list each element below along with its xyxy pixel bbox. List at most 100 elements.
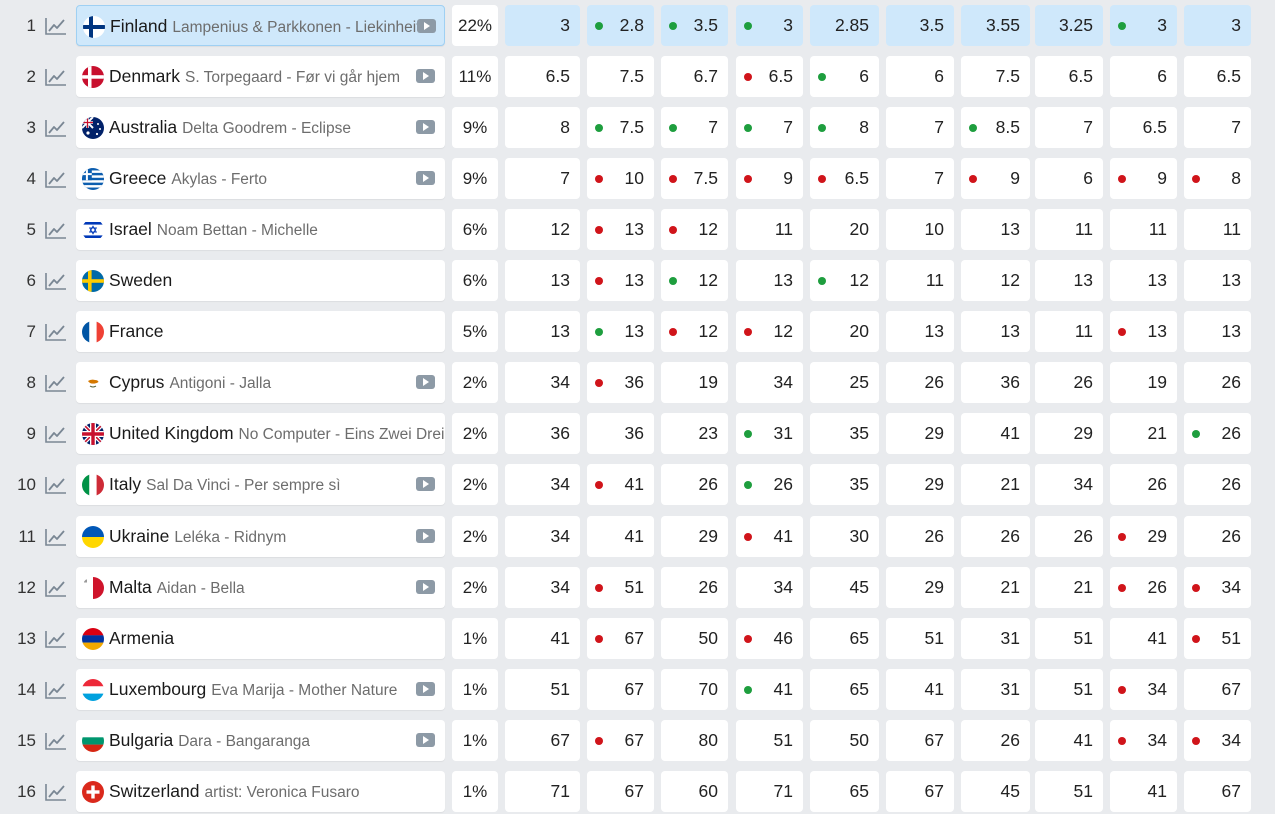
odds-cell[interactable]: 29 — [661, 515, 728, 557]
odds-cell[interactable]: 41 — [736, 668, 803, 710]
odds-cell[interactable]: 29 — [886, 464, 954, 506]
odds-cell[interactable]: 34 — [1184, 719, 1251, 761]
odds-cell[interactable]: 10 — [587, 158, 654, 200]
odds-cell[interactable]: 34 — [505, 566, 580, 608]
odds-cell[interactable]: 67 — [886, 770, 954, 812]
trend-chart-icon[interactable] — [45, 681, 67, 699]
odds-cell[interactable]: 31 — [961, 668, 1030, 710]
odds-cell[interactable]: 11 — [1035, 209, 1103, 251]
country-entry[interactable]: France — [76, 311, 445, 353]
odds-cell[interactable]: 13 — [505, 260, 580, 302]
odds-cell[interactable]: 41 — [1110, 617, 1177, 659]
odds-cell[interactable]: 13 — [1184, 311, 1251, 353]
odds-cell[interactable]: 34 — [1184, 566, 1251, 608]
odds-cell[interactable]: 13 — [505, 311, 580, 353]
odds-cell[interactable]: 6 — [1035, 158, 1103, 200]
odds-cell[interactable]: 21 — [1110, 413, 1177, 455]
odds-cell[interactable]: 3.5 — [886, 5, 954, 46]
odds-cell[interactable]: 41 — [505, 617, 580, 659]
odds-cell[interactable]: 29 — [1110, 515, 1177, 557]
odds-cell[interactable]: 8 — [1184, 158, 1251, 200]
odds-cell[interactable]: 23 — [661, 413, 728, 455]
odds-cell[interactable]: 51 — [587, 566, 654, 608]
odds-cell[interactable]: 7.5 — [587, 107, 654, 149]
odds-cell[interactable]: 26 — [1035, 362, 1103, 404]
video-play-icon[interactable] — [416, 579, 435, 594]
odds-cell[interactable]: 67 — [505, 719, 580, 761]
odds-cell[interactable]: 26 — [1184, 362, 1251, 404]
odds-cell[interactable]: 36 — [587, 362, 654, 404]
odds-cell[interactable]: 12 — [961, 260, 1030, 302]
country-entry[interactable]: Italy Sal Da Vinci - Per sempre sì — [76, 464, 445, 506]
odds-cell[interactable]: 36 — [505, 413, 580, 455]
odds-cell[interactable]: 50 — [661, 617, 728, 659]
odds-cell[interactable]: 8 — [505, 107, 580, 149]
odds-cell[interactable]: 7 — [1035, 107, 1103, 149]
odds-cell[interactable]: 67 — [1184, 668, 1251, 710]
trend-chart-icon[interactable] — [45, 476, 67, 495]
odds-cell[interactable]: 26 — [1110, 464, 1177, 506]
odds-cell[interactable]: 3.55 — [961, 5, 1030, 46]
odds-cell[interactable]: 12 — [810, 260, 879, 302]
odds-cell[interactable]: 6.5 — [1184, 56, 1251, 98]
odds-cell[interactable]: 26 — [886, 362, 954, 404]
odds-cell[interactable]: 13 — [587, 260, 654, 302]
trend-chart-icon[interactable] — [45, 630, 67, 648]
video-play-icon[interactable] — [416, 69, 435, 84]
odds-cell[interactable]: 7.5 — [661, 158, 728, 200]
odds-cell[interactable]: 13 — [587, 209, 654, 251]
odds-cell[interactable]: 6 — [810, 56, 879, 98]
video-play-icon[interactable] — [416, 477, 435, 492]
odds-cell[interactable]: 51 — [1035, 668, 1103, 710]
odds-cell[interactable]: 11 — [1035, 311, 1103, 353]
odds-cell[interactable]: 6 — [886, 56, 954, 98]
video-play-icon[interactable] — [416, 732, 435, 747]
odds-cell[interactable]: 34 — [505, 362, 580, 404]
odds-cell[interactable]: 71 — [736, 770, 803, 812]
video-play-icon[interactable] — [416, 528, 435, 543]
trend-chart-icon[interactable] — [45, 374, 67, 393]
odds-cell[interactable]: 19 — [661, 362, 728, 404]
odds-cell[interactable]: 41 — [886, 668, 954, 710]
odds-cell[interactable]: 20 — [810, 209, 879, 251]
odds-cell[interactable]: 26 — [1184, 464, 1251, 506]
odds-cell[interactable]: 26 — [886, 515, 954, 557]
odds-cell[interactable]: 26 — [1184, 413, 1251, 455]
odds-cell[interactable]: 65 — [810, 617, 879, 659]
odds-cell[interactable]: 34 — [1110, 668, 1177, 710]
odds-cell[interactable]: 8.5 — [961, 107, 1030, 149]
odds-cell[interactable]: 34 — [736, 362, 803, 404]
odds-cell[interactable]: 67 — [886, 719, 954, 761]
odds-cell[interactable]: 3 — [505, 5, 580, 46]
country-entry[interactable]: Armenia — [76, 617, 445, 659]
odds-cell[interactable]: 2.85 — [810, 5, 879, 46]
video-play-icon[interactable] — [416, 375, 435, 390]
odds-cell[interactable]: 12 — [661, 260, 728, 302]
odds-cell[interactable]: 21 — [1035, 566, 1103, 608]
country-entry[interactable]: Switzerland artist: Veronica Fusaro — [76, 770, 445, 812]
odds-cell[interactable]: 11 — [736, 209, 803, 251]
odds-cell[interactable]: 3 — [1110, 5, 1177, 46]
odds-cell[interactable]: 7 — [736, 107, 803, 149]
odds-cell[interactable]: 13 — [736, 260, 803, 302]
odds-cell[interactable]: 21 — [961, 566, 1030, 608]
odds-cell[interactable]: 19 — [1110, 362, 1177, 404]
odds-cell[interactable]: 65 — [810, 668, 879, 710]
trend-chart-icon[interactable] — [45, 68, 67, 86]
odds-cell[interactable]: 51 — [1035, 617, 1103, 659]
odds-cell[interactable]: 3 — [1184, 5, 1251, 46]
trend-chart-icon[interactable] — [45, 272, 67, 291]
odds-cell[interactable]: 9 — [1110, 158, 1177, 200]
odds-cell[interactable]: 6.7 — [661, 56, 728, 98]
video-play-icon[interactable] — [417, 19, 436, 33]
odds-cell[interactable]: 60 — [661, 770, 728, 812]
odds-cell[interactable]: 3 — [736, 5, 803, 46]
country-entry[interactable]: Bulgaria Dara - Bangaranga — [76, 719, 445, 761]
odds-cell[interactable]: 6.5 — [505, 56, 580, 98]
trend-chart-icon[interactable] — [45, 221, 67, 239]
odds-cell[interactable]: 25 — [810, 362, 879, 404]
odds-cell[interactable]: 51 — [886, 617, 954, 659]
odds-cell[interactable]: 65 — [810, 770, 879, 812]
odds-cell[interactable]: 71 — [505, 770, 580, 812]
odds-cell[interactable]: 13 — [1110, 311, 1177, 353]
